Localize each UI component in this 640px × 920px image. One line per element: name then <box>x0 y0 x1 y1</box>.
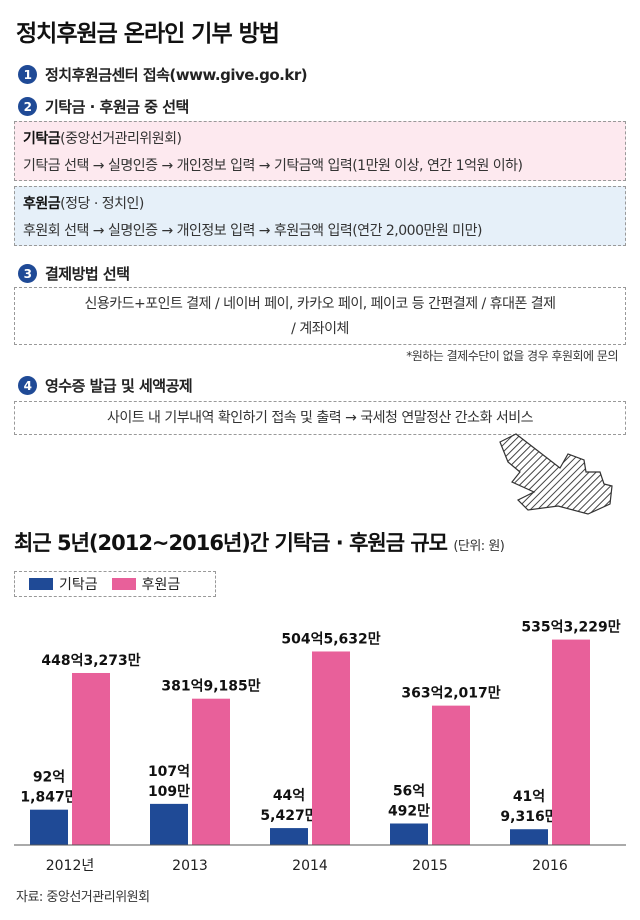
bar-sponsorship-2 <box>312 651 350 845</box>
step-number-4: 4 <box>18 376 37 395</box>
data-label-donation-2-0: 44억 <box>273 788 305 804</box>
donation-flow: 기탁금 선택 → 실명인증 → 개인정보 입력 → 기탁금액 입력(1만원 이상… <box>23 158 523 174</box>
step-3-label: 결제방법 선택 <box>45 265 130 283</box>
data-label-donation-0-0: 92억 <box>33 770 65 786</box>
legend-swatch-donation <box>29 578 53 590</box>
payment-box: 신용카드+포인트 결제 / 네이버 페이, 카카오 페이, 페이코 등 간편결제… <box>14 287 626 345</box>
x-tick-label-2: 2014 <box>292 858 328 874</box>
data-label-donation-3-0: 56억 <box>393 783 425 799</box>
bar-chart: 92억 1,847만 448억3,273만 2012년 107억 109만 381억9,18… <box>14 620 626 874</box>
step-3: 3 결제방법 선택 <box>18 263 130 284</box>
bar-sponsorship-0 <box>72 672 110 845</box>
data-label-donation-3-1: 492만 <box>388 803 430 819</box>
bar-donation-2 <box>270 828 308 845</box>
data-label-sponsorship-2-0: 504억5,632만 <box>281 631 380 647</box>
data-label-donation-1-0: 107억 <box>148 764 190 780</box>
chart-legend: 기탁금 후원금 <box>14 571 216 597</box>
legend-item-sponsorship: 후원금 <box>111 574 181 594</box>
receipt-box: 사이트 내 기부내역 확인하기 접속 및 출력 → 국세청 연말정산 간소화 서… <box>14 401 626 435</box>
data-label-donation-4-0: 41억 <box>513 789 545 805</box>
bar-donation-1 <box>150 803 188 845</box>
x-tick-label-3: 2015 <box>412 858 448 874</box>
bar-sponsorship-1 <box>192 698 230 845</box>
step-2: 2 기탁금 · 후원금 중 선택 <box>18 96 189 117</box>
receipt-flow: 사이트 내 기부내역 확인하기 접속 및 출력 → 국세청 연말정산 간소화 서… <box>106 410 534 426</box>
data-label-sponsorship-3-0: 363억2,017만 <box>401 686 500 702</box>
data-label-sponsorship-0-0: 448억3,273만 <box>41 653 140 669</box>
chart-title: 최근 5년(2012~2016년)간 기탁금 · 후원금 규모 (단위: 원) <box>14 531 505 555</box>
data-label-sponsorship-4-0: 535억3,229만 <box>521 620 620 636</box>
bar-sponsorship-4 <box>552 639 590 845</box>
donation-sub: (중앙선거관리위원회) <box>60 131 182 147</box>
payment-line-1: 신용카드+포인트 결제 / 네이버 페이, 카카오 페이, 페이코 등 간편결제… <box>84 296 556 312</box>
sponsorship-flow: 후원회 선택 → 실명인증 → 개인정보 입력 → 후원금액 입력(연간 2,0… <box>23 223 482 239</box>
bar-sponsorship-3 <box>432 705 470 845</box>
step-number-3: 3 <box>18 264 37 283</box>
data-label-sponsorship-1-0: 381억9,185만 <box>161 679 260 695</box>
page-title: 정치후원금 온라인 기부 방법 <box>16 21 280 47</box>
x-tick-label-1: 2013 <box>172 858 208 874</box>
step-number-2: 2 <box>18 97 37 116</box>
donation-box: 기탁금(중앙선거관리위원회) 기탁금 선택 → 실명인증 → 개인정보 입력 →… <box>14 121 626 181</box>
donation-name: 기탁금 <box>23 131 61 147</box>
pointing-hand-icon <box>499 433 613 515</box>
sponsorship-name: 후원금 <box>23 196 61 212</box>
legend-label-sponsorship: 후원금 <box>141 577 181 593</box>
step-1: 1 정치후원금센터 접속(www.give.go.kr) <box>18 64 308 85</box>
step-2-label: 기탁금 · 후원금 중 선택 <box>45 98 189 116</box>
payment-line-2: / 계좌이체 <box>291 321 349 337</box>
payment-note: *원하는 결제수단이 없을 경우 후원회에 문의 <box>406 349 618 363</box>
step-number-1: 1 <box>18 65 37 84</box>
legend-label-donation: 기탁금 <box>59 577 98 593</box>
data-label-donation-2-1: 5,427만 <box>260 808 317 824</box>
legend-item-donation: 기탁금 <box>29 574 98 594</box>
step-1-label: 정치후원금센터 접속(www.give.go.kr) <box>45 66 308 84</box>
x-tick-label-0: 2012년 <box>46 858 95 874</box>
step-4: 4 영수증 발급 및 세액공제 <box>18 375 193 396</box>
source-note: 자료: 중앙선거관리위원회 <box>16 890 150 905</box>
bar-donation-0 <box>30 809 68 845</box>
legend-swatch-sponsorship <box>111 578 136 590</box>
sponsorship-sub: (정당 · 정치인) <box>60 196 144 212</box>
data-label-donation-1-1: 109만 <box>148 784 190 800</box>
data-label-donation-4-1: 9,316만 <box>500 809 557 825</box>
x-tick-label-4: 2016 <box>532 858 568 874</box>
bar-donation-4 <box>510 829 548 845</box>
sponsorship-box: 후원금(정당 · 정치인) 후원회 선택 → 실명인증 → 개인정보 입력 → … <box>14 186 626 246</box>
chart-unit: (단위: 원) <box>453 539 505 554</box>
step-4-label: 영수증 발급 및 세액공제 <box>45 377 193 395</box>
data-label-donation-0-1: 1,847만 <box>20 790 77 806</box>
bar-donation-3 <box>390 823 428 845</box>
